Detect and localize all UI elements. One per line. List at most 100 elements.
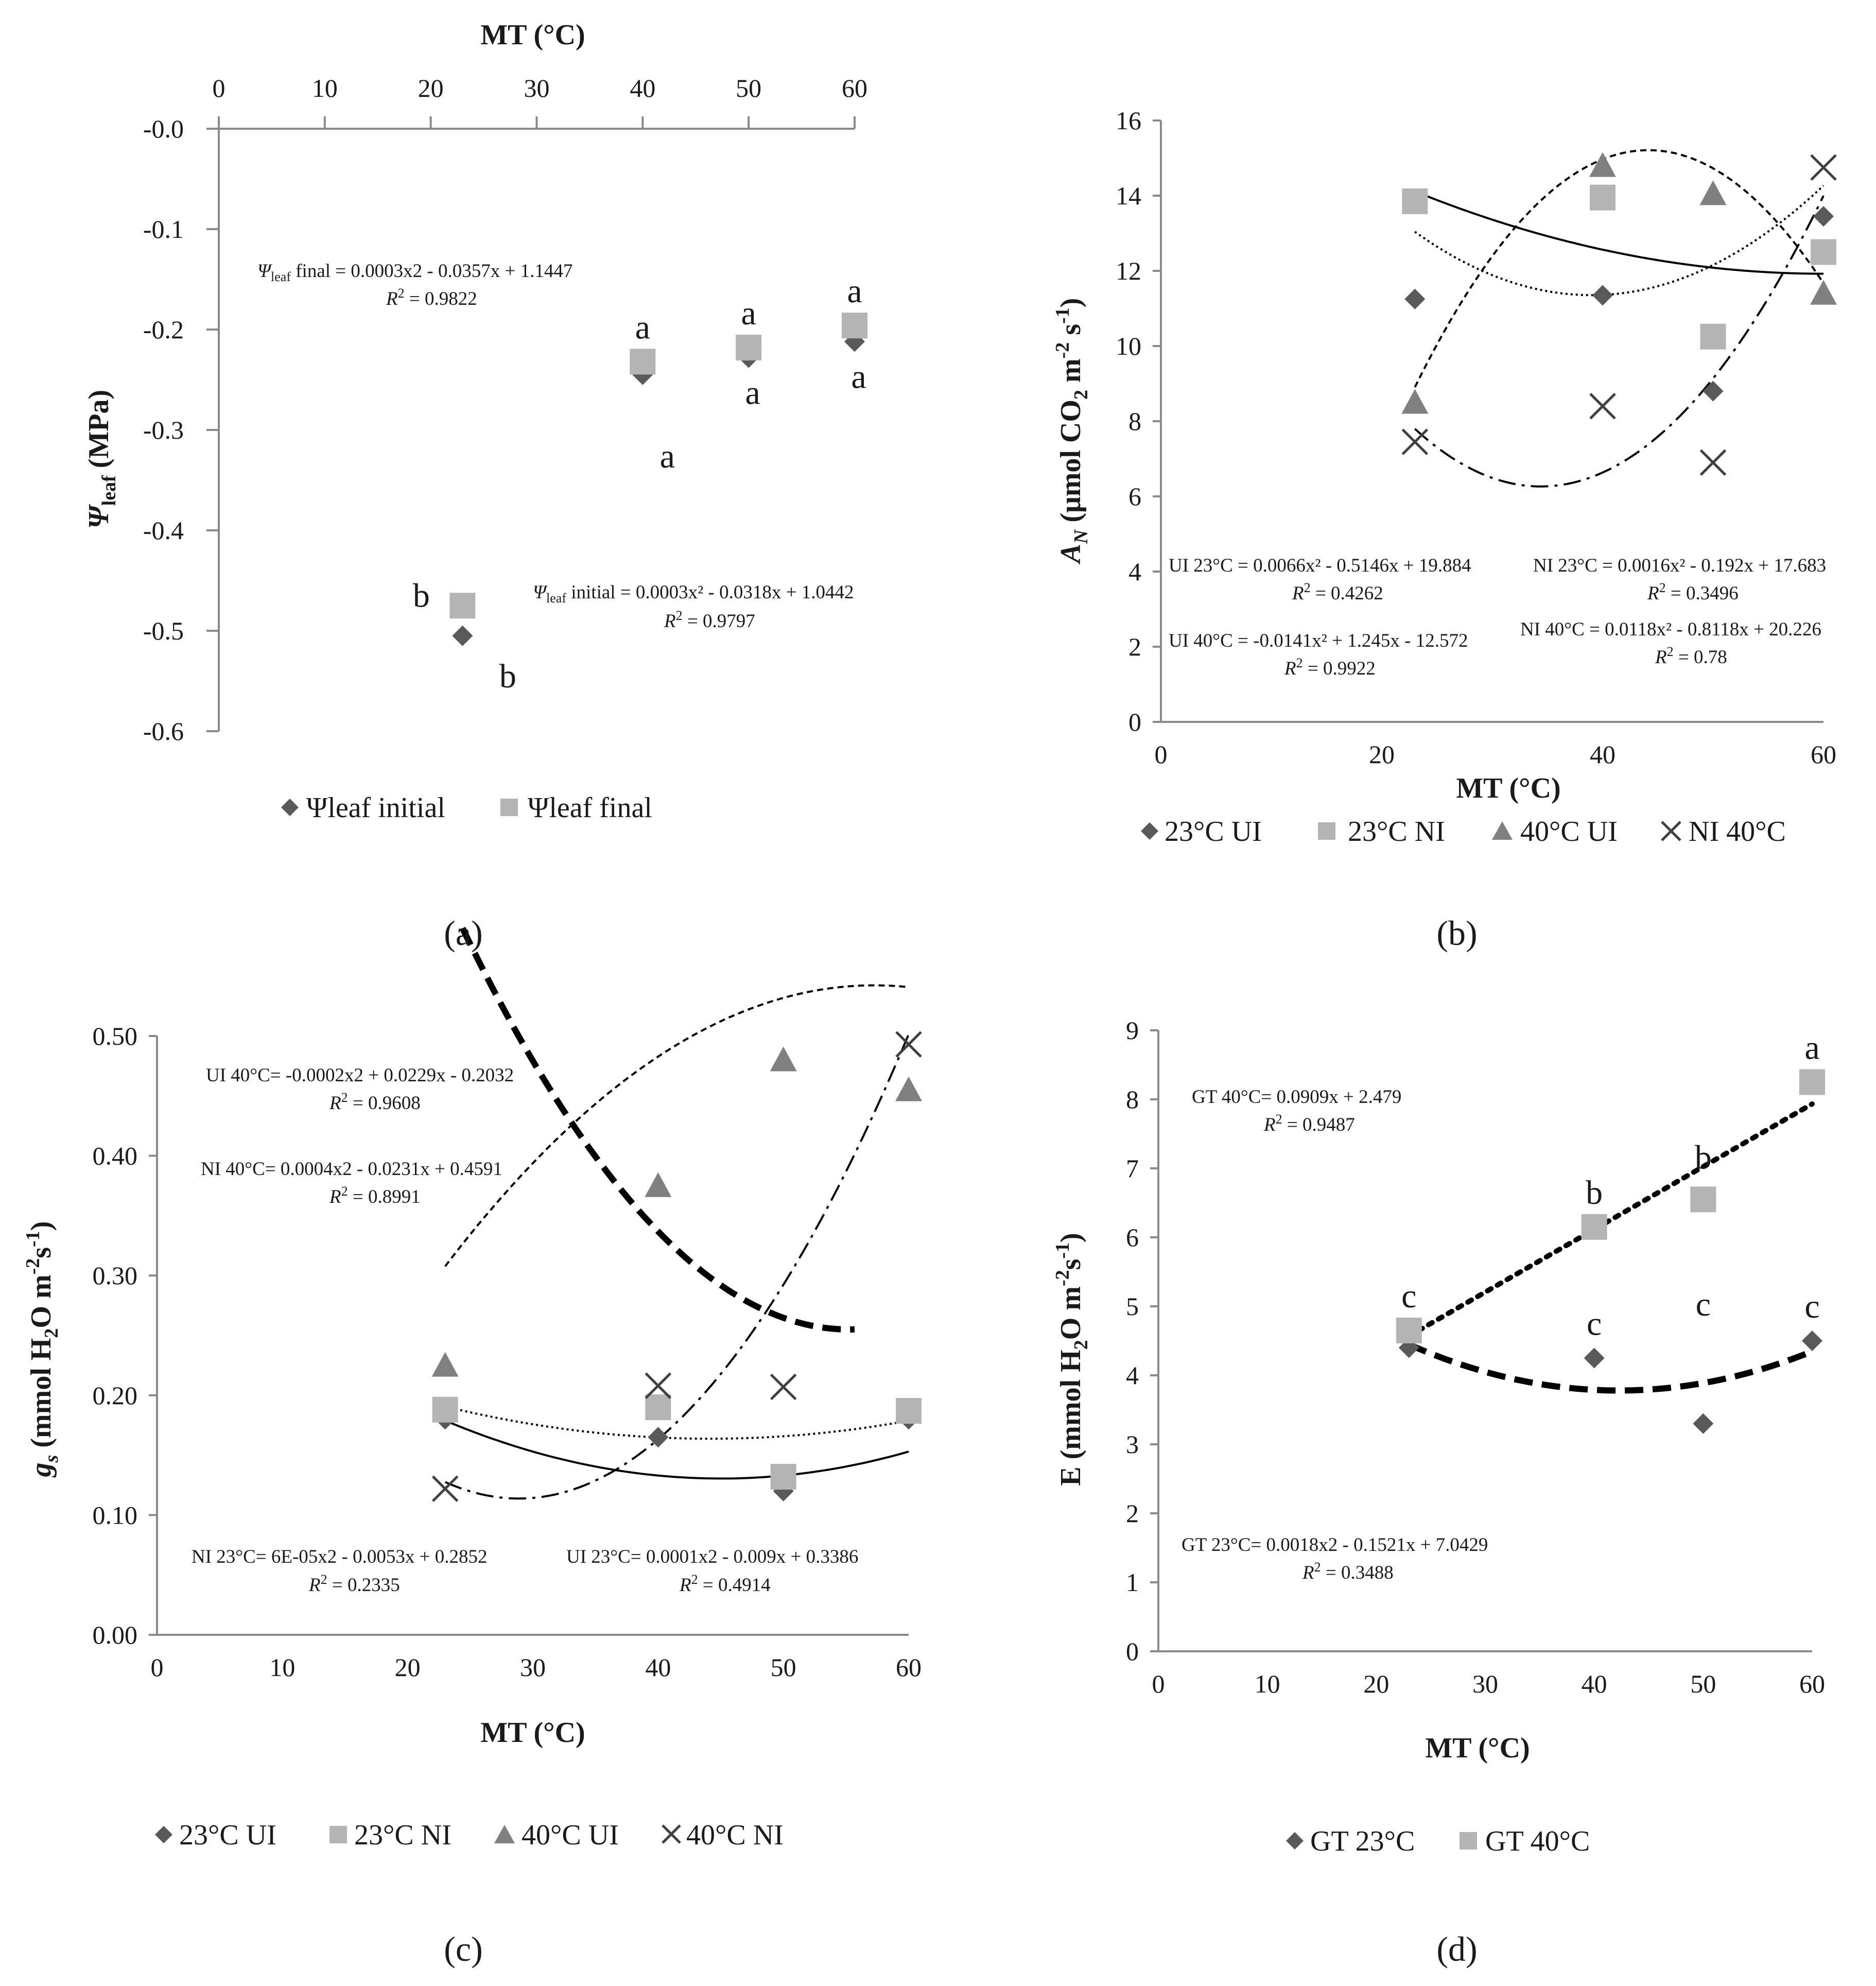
x-tick-label: 20: [418, 74, 444, 102]
data-point-cross: [1401, 428, 1429, 455]
panel-c-legend-23ni: 23°C NI: [354, 1819, 451, 1851]
x-tick-label: 40: [630, 74, 655, 102]
significance-letter: b: [413, 577, 430, 614]
panel-d-label: (d): [1436, 1929, 1477, 1968]
x-tick-label: 50: [736, 74, 761, 102]
panel-a-chart: 0 10 20 30 40 50 60 -0.0 -0.1 -0.2 -0.3 -0.4 -0.5 -0.…: [83, 19, 867, 1333]
data-point-diamond: [1584, 1348, 1605, 1369]
fit-curve-40-c-ui: [1414, 149, 1825, 388]
data-point-triangle: [1401, 389, 1429, 414]
x-tick-label: 10: [312, 74, 338, 102]
data-point-diamond: [1703, 381, 1724, 402]
y-tick-label: 3: [1126, 1430, 1139, 1459]
data-point-square: [1581, 1214, 1607, 1240]
panel-c-r2-ui23: R2 = 0.4914: [679, 1572, 771, 1596]
y-tick-label: 0: [1128, 707, 1141, 736]
panel-a-y-axis-title: Ψleaf (MPa): [83, 390, 120, 529]
y-tick-label: -0.1: [143, 215, 184, 244]
fit-curve-23-c-ni: [445, 1405, 909, 1440]
panel-c-r2-ui40: R2 = 0.9608: [329, 1090, 421, 1114]
panel-d-data-points: [1396, 1069, 1825, 1434]
y-tick-label: 0.30: [93, 1261, 138, 1290]
panel-a-label: (a): [444, 913, 482, 953]
panel-b-legend: 23°C UI 23°C NI 40°C UI NI 40°C: [1141, 816, 1786, 848]
x-tick-label: 50: [1690, 1669, 1716, 1698]
fit-curve-40-c-ui: [444, 984, 909, 1267]
panel-b-r2-ni40: R2 = 0.78: [1655, 644, 1727, 668]
data-point-cross: [1589, 393, 1616, 420]
significance-letter: a: [851, 358, 866, 395]
x-tick-label: 40: [1590, 740, 1616, 769]
x-tick-label: 50: [771, 1653, 796, 1682]
panel-b-r2-ui40: R2 = 0.9922: [1284, 655, 1376, 679]
x-tick-label: 60: [1811, 740, 1836, 769]
legend-square-marker: [500, 799, 518, 816]
data-point-square: [1700, 323, 1726, 350]
data-point-square: [1811, 239, 1836, 265]
panel-b-equation-ni40: NI 40°C = 0.0118x² - 0.8118x + 20.226: [1520, 619, 1821, 640]
data-point-diamond: [648, 1427, 669, 1448]
panel-c-axes: 0 10 20 30 40 50 60 0.00 0.10 0.20 0.30 0.40 0.50: [93, 1022, 922, 1682]
y-tick-label: 12: [1116, 256, 1141, 285]
fit-curve-gt-23-c: [1408, 1341, 1814, 1394]
fit-curve--leaf-final: [460, 926, 855, 1333]
legend-triangle-marker: [1492, 821, 1513, 840]
x-tick-label: 20: [1369, 740, 1395, 769]
significance-letter: a: [745, 374, 760, 412]
panel-d-significance-letters: c c c c b b a: [1401, 1029, 1819, 1343]
fit-curve-23-c-ui: [444, 1420, 909, 1480]
x-tick-label: 10: [1255, 1669, 1280, 1698]
x-tick-label: 30: [520, 1653, 546, 1682]
significance-letter: b: [1586, 1174, 1603, 1212]
panel-d-r2-gt40: R2 = 0.9487: [1263, 1112, 1355, 1135]
fit-curve-gt-40-c: [1406, 1101, 1815, 1339]
x-tick-label: 30: [1472, 1669, 1498, 1698]
significance-letter: c: [1587, 1305, 1602, 1343]
data-point-square: [1799, 1069, 1825, 1095]
x-tick-label: 60: [1799, 1669, 1825, 1698]
y-tick-label: 8: [1128, 407, 1141, 436]
panel-c-legend-40ui: 40°C UI: [522, 1819, 619, 1851]
y-tick-label: 6: [1126, 1223, 1139, 1252]
panel-b-label: (b): [1436, 913, 1477, 953]
data-point-cross: [770, 1373, 797, 1401]
legend-diamond-marker: [155, 1826, 172, 1843]
legend-square-marker: [1460, 1832, 1477, 1850]
y-tick-label: 1: [1126, 1568, 1139, 1597]
significance-letter: a: [660, 438, 675, 475]
legend-square-marker: [329, 1826, 347, 1843]
significance-letter: a: [847, 272, 862, 310]
panel-a-fit-curves: [460, 926, 855, 1333]
panel-a-legend: Ψleaf initial Ψleaf final: [281, 792, 652, 824]
data-point-square: [1690, 1186, 1716, 1213]
y-tick-label: 2: [1128, 632, 1141, 661]
data-point-square: [736, 335, 762, 361]
y-tick-label: 16: [1116, 106, 1141, 135]
panel-c-equation-ni23: NI 23°C= 6E-05x2 - 0.0053x + 0.2852: [192, 1546, 488, 1567]
y-tick-label: 0.10: [93, 1500, 138, 1529]
data-point-square: [1402, 188, 1428, 214]
data-point-triangle: [431, 1352, 459, 1377]
data-point-diamond: [452, 625, 473, 646]
panel-c-x-axis-title: MT (°C): [480, 1717, 585, 1749]
y-tick-label: -0.6: [143, 717, 184, 746]
significance-letter: c: [1696, 1286, 1711, 1323]
data-point-triangle: [645, 1172, 672, 1197]
data-point-square: [1590, 184, 1616, 211]
panel-c-chart: 0 10 20 30 40 50 60 0.00 0.10 0.20 0.30 0.40 0.50 MT…: [22, 984, 922, 1968]
y-tick-label: -0.5: [143, 616, 184, 645]
panel-d-legend: GT 23°C GT 40°C: [1286, 1825, 1590, 1857]
y-tick-label: 10: [1116, 332, 1141, 360]
data-point-square: [449, 593, 476, 619]
panel-b-r2-ni23: R2 = 0.3496: [1647, 580, 1739, 604]
legend-square-marker: [1318, 822, 1335, 840]
panel-a-r2-final: R2 = 0.9822: [386, 286, 477, 309]
fit-curve-40-c-ni: [444, 1034, 910, 1500]
data-point-diamond: [1693, 1413, 1714, 1434]
x-tick-label: 0: [1155, 740, 1168, 769]
panel-d-r2-gt23: R2 = 0.3488: [1302, 1560, 1394, 1583]
legend-triangle-marker: [494, 1825, 515, 1843]
y-tick-label: 0.20: [93, 1381, 138, 1410]
panel-b-equation-ui23: UI 23°C = 0.0066x² - 0.5146x + 19.884: [1169, 555, 1471, 576]
